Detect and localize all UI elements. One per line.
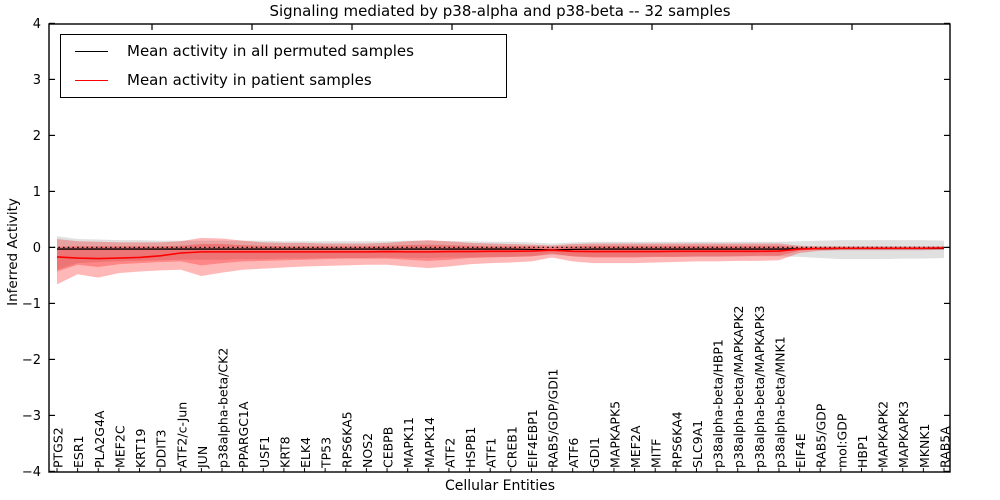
x-category-label: mol:GDP xyxy=(834,413,849,468)
y-tick-label: −3 xyxy=(22,409,41,424)
y-tick-label: 3 xyxy=(33,73,41,88)
chart-title: Signaling mediated by p38-alpha and p38-… xyxy=(269,2,731,20)
legend-entry-permuted: Mean activity in all permuted samples xyxy=(61,40,506,64)
x-axis-title: Cellular Entities xyxy=(444,478,556,494)
x-category-label: RAB5/GDP xyxy=(814,403,829,468)
x-category-label: MEF2A xyxy=(628,425,643,468)
legend-label-permuted: Mean activity in all permuted samples xyxy=(127,42,414,60)
x-category-label: CEBPB xyxy=(381,427,396,468)
x-category-label: HSPB1 xyxy=(463,427,478,468)
x-category-label: MAPK14 xyxy=(422,417,437,468)
y-tick-label: 2 xyxy=(33,129,41,144)
patient-mean-line xyxy=(56,247,945,260)
x-category-label: CREB1 xyxy=(504,426,519,468)
x-category-label: RPS6KA5 xyxy=(339,411,354,468)
x-category-label: RAB5/GDP/GDI1 xyxy=(546,369,561,468)
x-category-label: MAPKAPK3 xyxy=(896,401,911,468)
x-category-label: MEF2C xyxy=(112,425,127,468)
x-category-label: ATF1 xyxy=(484,438,499,468)
x-category-label: DDIT3 xyxy=(154,429,169,468)
patient-line-swatch xyxy=(75,80,108,81)
x-category-label: PPARGC1A xyxy=(236,401,251,468)
x-category-label: KRT19 xyxy=(133,428,148,468)
x-category-label: p38alpha-beta/CK2 xyxy=(216,348,231,468)
y-tick-label: −4 xyxy=(22,465,41,480)
x-category-label: ATF2/c-Jun xyxy=(174,402,189,468)
x-category-label: MKNK1 xyxy=(917,424,932,468)
y-tick-label: 1 xyxy=(33,185,41,200)
x-category-label: p38alpha-beta/MAPKAPK3 xyxy=(752,306,767,469)
x-category-label: JUN xyxy=(195,446,210,469)
y-tick-label: −1 xyxy=(22,297,41,312)
x-category-label: USF1 xyxy=(257,436,272,468)
x-category-label: ESR1 xyxy=(71,436,86,468)
permuted-line-swatch xyxy=(75,51,108,52)
x-category-label: p38alpha-beta/HBP1 xyxy=(711,339,726,468)
y-tick-label: 4 xyxy=(33,17,41,32)
legend-label-patient: Mean activity in patient samples xyxy=(127,71,372,89)
x-category-label: PTGS2 xyxy=(51,427,66,468)
legend: Mean activity in all permuted samples Me… xyxy=(60,34,507,98)
permuted-range-band xyxy=(57,236,944,270)
x-category-label: MAPKAPK2 xyxy=(876,401,891,468)
x-category-label: MAPK11 xyxy=(401,417,416,468)
x-category-label: KRT8 xyxy=(277,436,292,468)
x-category-label: RAB5A xyxy=(938,426,953,468)
x-category-label: EIF4EBP1 xyxy=(525,409,540,468)
x-category-label: MAPKAPK5 xyxy=(607,401,622,468)
x-category-label: SLC9A1 xyxy=(690,420,705,468)
x-category-label: MITF xyxy=(649,439,664,468)
y-tick-label: −2 xyxy=(22,353,41,368)
x-category-label: NOS2 xyxy=(360,433,375,468)
x-category-label: ATF2 xyxy=(442,438,457,468)
x-category-label: EIF4E xyxy=(793,433,808,468)
x-category-label: p38alpha-beta/MNK1 xyxy=(772,336,787,468)
y-tick-label: 0 xyxy=(33,241,41,256)
x-category-label: ATF6 xyxy=(566,438,581,468)
x-category-label: ELK4 xyxy=(298,437,313,468)
x-category-label: GDI1 xyxy=(587,437,602,468)
x-category-label: TP53 xyxy=(319,437,334,469)
legend-entry-patient: Mean activity in patient samples xyxy=(61,69,506,93)
axes-frame xyxy=(48,23,951,473)
x-category-label: PLA2G4A xyxy=(92,410,107,468)
x-category-label: p38alpha-beta/MAPKAPK2 xyxy=(731,306,746,469)
x-category-label: HBP1 xyxy=(855,435,870,468)
x-category-label: RPS6KA4 xyxy=(669,411,684,468)
